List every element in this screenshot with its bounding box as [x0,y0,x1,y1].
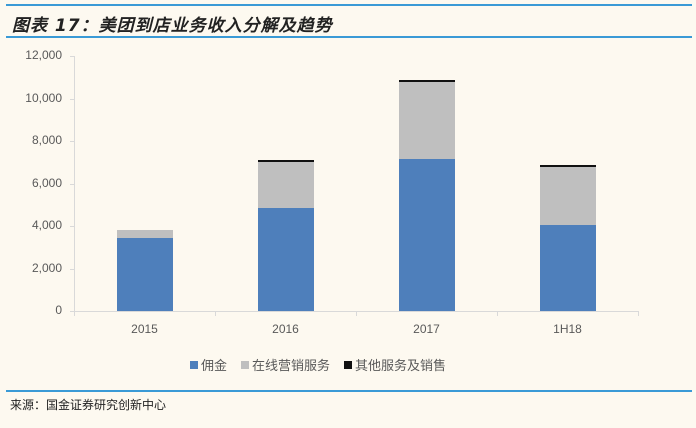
bar-segment [116,230,173,239]
figure-title: 图表 17：美团到店业务收入分解及趋势 [12,16,333,36]
y-tick-mark [70,268,74,270]
bar-segment [257,160,314,163]
legend-label: 佣金 [201,359,228,374]
y-tick-label: 0 [55,303,62,317]
bar-segment [539,164,596,167]
bar-segment [257,162,314,208]
x-tick-label: 2016 [272,322,299,336]
bar-segment [398,79,455,82]
y-tick-label: 6,000 [31,175,62,190]
x-tick-label: 1H18 [553,322,582,336]
x-tick-mark [497,311,498,316]
x-tick-label: 2017 [413,322,440,336]
y-tick-label: 12,000 [25,48,62,62]
x-tick-mark [74,311,75,316]
x-tick-label: 2015 [131,322,158,336]
y-tick-mark [70,183,74,185]
bar-segment [539,224,596,311]
bar-segment [539,166,596,225]
bar-segment [398,159,455,311]
y-tick-mark [70,311,74,312]
legend-swatch [344,360,353,369]
y-axis [74,56,75,311]
bar-segment [116,238,173,311]
y-tick-mark [70,56,74,57]
y-tick-mark [70,141,74,142]
x-tick-mark [356,311,357,316]
legend-label: 其他服务及销售 [355,359,447,374]
legend-swatch [190,360,198,369]
bar-segment [398,81,455,160]
legend-item: 其他服务及销售 [344,355,446,374]
y-tick-label: 10,000 [25,90,62,105]
y-tick-mark [70,226,74,227]
y-tick-mark [70,98,74,100]
legend-swatch [241,360,250,369]
source-note: 来源：国金证券研究创新中心 [10,398,167,412]
title-bar: 图表 17：美团到店业务收入分解及趋势 [6,4,692,38]
y-tick-label: 2,000 [31,260,62,275]
x-tick-mark [638,311,639,316]
legend-item: 佣金 [190,355,227,374]
source-divider [6,390,692,392]
legend: 佣金 在线营销服务 其他服务及销售 [190,355,446,374]
y-tick-label: 4,000 [31,218,62,232]
x-tick-mark [215,311,216,316]
bar-segment [257,207,314,311]
y-tick-label: 8,000 [31,133,62,147]
stacked-bar-chart: 0 2,000 4,000 6,000 8,000 10,000 12,000 2015 20… [25,48,639,374]
legend-label: 在线营销服务 [252,359,331,374]
legend-item: 在线营销服务 [241,355,330,374]
